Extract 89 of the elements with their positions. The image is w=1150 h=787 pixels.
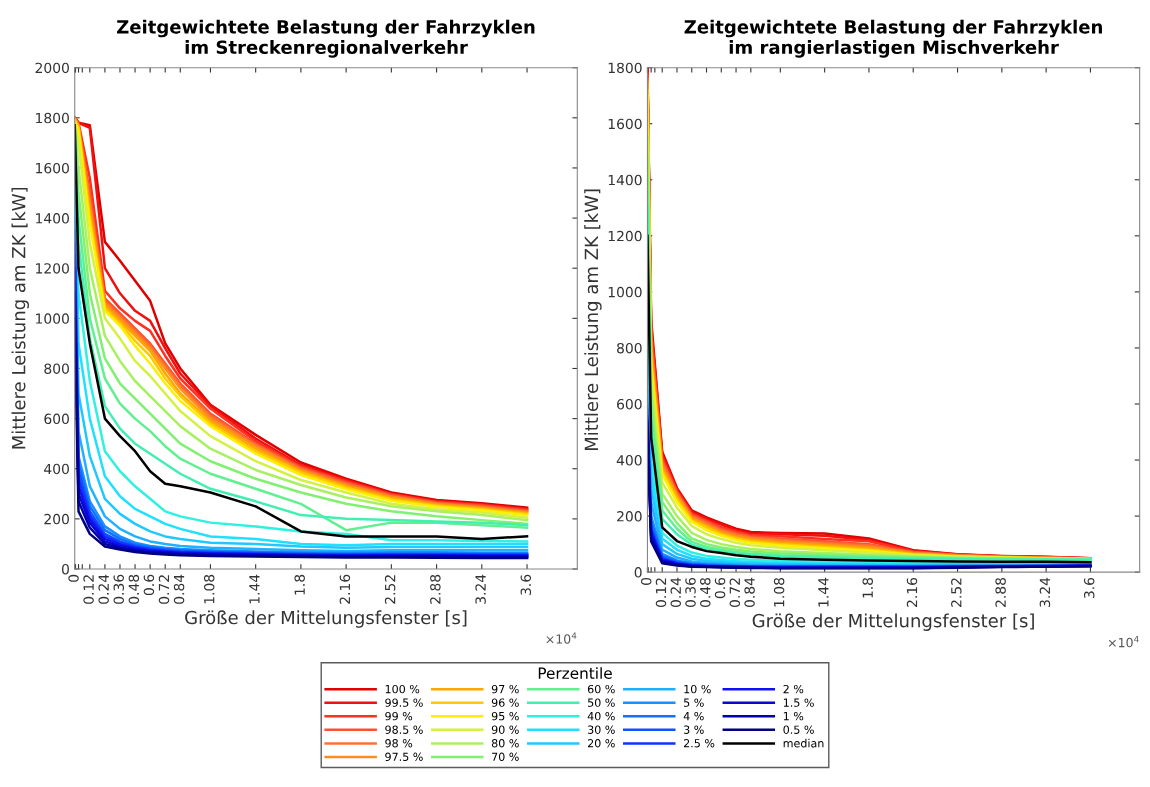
x-tick-label: 3.24: [1039, 577, 1051, 607]
x-axis-title: Größe der Mittelungsfenster [s]: [185, 610, 467, 628]
y-tick-label: 1000: [36, 313, 69, 324]
x-tick-label: 0.12: [655, 578, 667, 608]
legend-label: 10 %: [684, 684, 711, 694]
x-tick-label: 1.08: [773, 577, 785, 607]
x-tick-label: 3.24: [475, 574, 486, 604]
legend-label: 40 %: [587, 711, 615, 721]
x-tick-label: 1.8: [294, 574, 305, 595]
y-tick-label: 600: [44, 413, 69, 425]
legend-label: 99 %: [385, 711, 413, 721]
legend-label: 1 %: [783, 711, 804, 721]
legend-label: 99.5 %: [385, 698, 423, 707]
y-tick-label: 1000: [608, 286, 642, 298]
y-tick-label: 1400: [608, 174, 642, 186]
x-tick-label: 2.16: [339, 574, 351, 604]
x-tick-label: 1.08: [203, 574, 215, 604]
y-tick-label: 1400: [36, 213, 69, 224]
legend-label: 80 %: [491, 739, 519, 748]
x-tick-label: 0.24: [98, 574, 109, 604]
legend-label: 98 %: [385, 739, 413, 748]
legend-label: 5 %: [684, 698, 704, 707]
y-tick-label: 0: [634, 567, 642, 578]
legend-label: 96 %: [491, 698, 519, 707]
x-tick-label: 3.6: [520, 574, 532, 595]
legend-label: 90 %: [491, 725, 519, 734]
x-tick-label: 3.6: [1083, 577, 1095, 599]
legend-label: 30 %: [588, 725, 615, 734]
x-tick-label: 0.6: [143, 574, 155, 596]
y-axis-title: Mittlere Leistung am ZK [kW]: [11, 187, 29, 449]
y-tick-label: 200: [44, 513, 69, 525]
x-tick-label: 2.52: [384, 575, 396, 604]
x-tick-label: 0.84: [744, 577, 755, 608]
legend-label: 95 %: [491, 711, 519, 721]
legend-label: 97.5 %: [385, 752, 423, 761]
x-tick-label: 0.72: [729, 578, 741, 608]
x-tick-label: 2.16: [906, 577, 918, 607]
x-tick-label: 1.8: [862, 577, 873, 598]
x-tick-label: 0.84: [173, 574, 185, 604]
x-tick-label: 0.72: [158, 575, 170, 604]
y-tick-label: 400: [44, 463, 69, 475]
legend-label: 0.5 %: [783, 725, 814, 734]
x-tick-label: 1.44: [818, 577, 829, 607]
x-tick-label: 0.24: [670, 577, 682, 608]
y-tick-label: 200: [617, 511, 642, 522]
x-tick-label: 0.48: [128, 574, 140, 604]
legend-label: 1.5 %: [783, 698, 814, 707]
legend-label: 4 %: [683, 711, 704, 721]
legend-label: 70 %: [492, 752, 519, 761]
chart-title: Zeitgewichtete Belastung der Fahrzyklen im rangierlastigen Mischverkehr: [684, 19, 1102, 58]
x-tick-label: 0.36: [113, 574, 125, 604]
y-tick-label: 400: [616, 455, 642, 466]
legend-label: 50 %: [588, 698, 615, 707]
x-tick-label: 0.6: [714, 577, 726, 599]
x-tick-label: 0: [68, 574, 79, 582]
y-tick-label: 1200: [608, 230, 642, 242]
x-tick-label: 0.48: [700, 577, 711, 608]
legend-label: 97 %: [491, 684, 519, 694]
legend-label: 60 %: [587, 684, 615, 694]
y-tick-label: 600: [617, 398, 642, 410]
y-tick-label: 1200: [36, 263, 69, 274]
legend-label: median: [783, 738, 824, 748]
x-tick-label: 2.88: [430, 574, 441, 604]
y-axis-title: Mittlere Leistung am ZK [kW]: [584, 189, 602, 451]
y-tick-label: 1800: [608, 62, 642, 74]
legend-label: 2 %: [783, 684, 804, 694]
x-tick-label: 2.88: [995, 577, 1006, 607]
y-tick-label: 2000: [35, 62, 69, 74]
legend-label: 20 %: [587, 739, 615, 748]
chart-title: Zeitgewichtete Belastung der Fahrzyklen im Streckenregionalverkehr: [117, 19, 535, 58]
legend-label: 2.5 %: [683, 739, 715, 748]
y-tick-label: 1600: [608, 118, 642, 130]
y-tick-label: 1800: [36, 112, 69, 124]
x-tick-label: 0: [640, 577, 652, 585]
y-tick-label: 800: [44, 363, 69, 374]
x-axis-title: Größe der Mittelungsfenster [s]: [752, 613, 1034, 631]
legend-label: 98.5 %: [385, 725, 423, 734]
x-tick-label: 0.12: [83, 575, 94, 604]
legend-label: 100 %: [385, 684, 420, 694]
x-tick-label: 1.44: [249, 574, 260, 604]
x-tick-label: 2.52: [951, 578, 962, 607]
y-tick-label: 0: [61, 563, 69, 575]
x-tick-label: 0.36: [685, 577, 696, 608]
legend-label: 3 %: [684, 725, 704, 734]
text: ×10$^{4}$: [1108, 635, 1139, 648]
y-tick-label: 1600: [36, 162, 69, 174]
legend-title: Perzentile: [538, 667, 612, 679]
y-tick-label: 800: [617, 342, 642, 354]
text: ×10$^{4}$: [546, 632, 577, 644]
